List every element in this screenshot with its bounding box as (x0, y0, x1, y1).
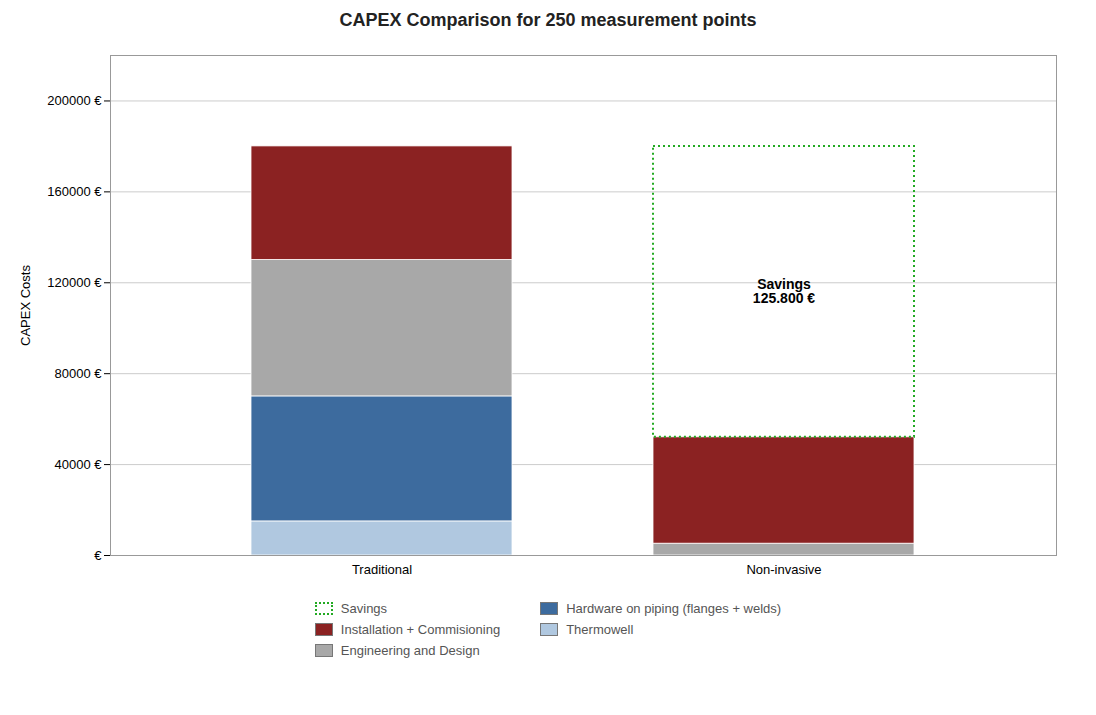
svg-text:Traditional: Traditional (352, 562, 412, 577)
svg-text:CAPEX Costs: CAPEX Costs (18, 265, 33, 346)
svg-text:80000 €: 80000 € (55, 366, 103, 381)
html-text:CAPEX Comparison for 250 measu: CAPEX Comparison for 250 measurement poi… (339, 10, 757, 30)
html-text:Savings: Savings (340, 601, 388, 616)
html-text:Hardware on piping (flanges +: Hardware on piping (flanges + welds) (566, 601, 782, 616)
svg-text:200000 €: 200000 € (47, 93, 102, 108)
svg-text:€: € (94, 548, 102, 563)
svg-text:Non-invasive: Non-invasive (746, 562, 821, 577)
svg-text:Savings125.800 €: Savings125.800 € (753, 276, 815, 306)
svg-text:40000 €: 40000 € (55, 457, 103, 472)
html-text:Installation + Commisioning: Installation + Commisioning (340, 622, 501, 637)
svg-text:160000 €: 160000 € (47, 184, 102, 199)
html-text:Engineering and Design: Engineering and Design (340, 643, 480, 658)
html-text:Thermowell: Thermowell (566, 622, 634, 637)
svg-text:120000 €: 120000 € (47, 275, 102, 290)
